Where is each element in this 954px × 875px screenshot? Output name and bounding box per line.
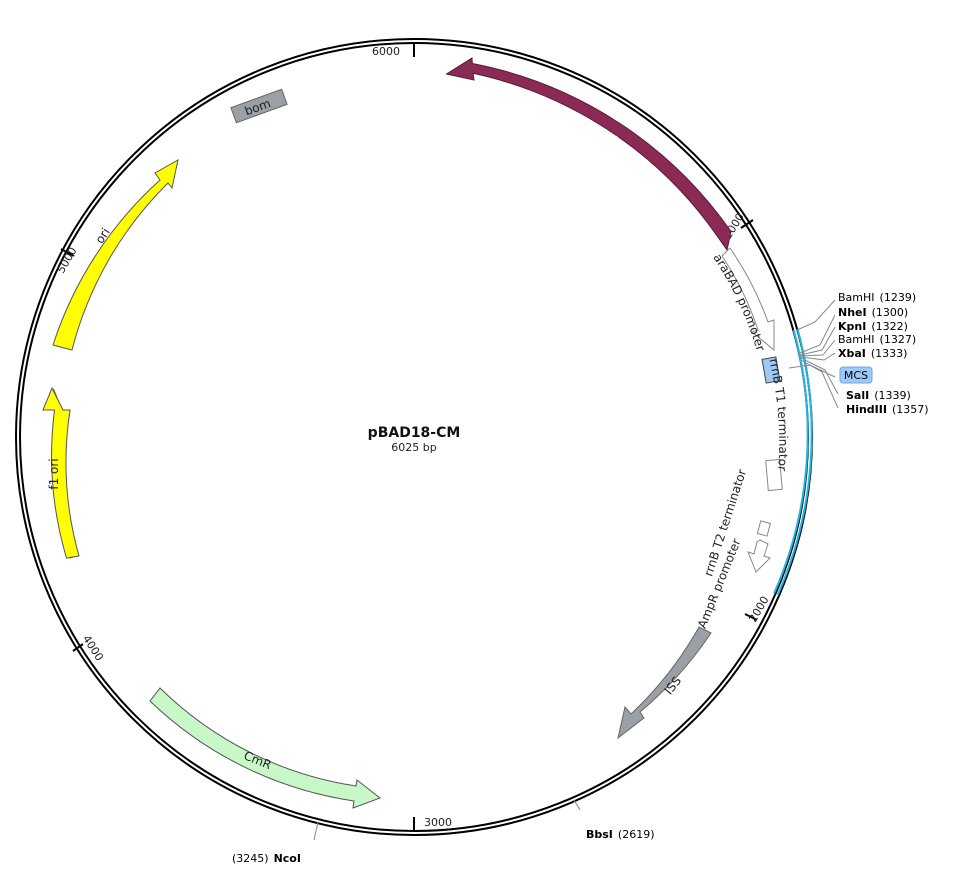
site-sali-1339[interactable]: SalI (1339)	[846, 389, 911, 402]
site-ncoi-3245[interactable]: (3245) NcoI	[232, 852, 301, 865]
svg-text:BbsI(2619): BbsI (2619)	[586, 828, 654, 841]
feature-arabad-promoter[interactable]: araBAD promoter	[710, 247, 775, 353]
site-leader-lines	[313, 299, 839, 841]
svg-text:rrnB T1 terminator: rrnB T1 terminator	[766, 357, 790, 472]
svg-text:HindIII(1357): HindIII (1357)	[846, 403, 929, 416]
mcs-box[interactable]	[761, 356, 781, 384]
feature-label-rrnb-t1-terminator: rrnB T1 terminator	[766, 357, 790, 472]
feature-ori[interactable]: ori	[52, 159, 179, 351]
feature-ampr-promoter[interactable]	[747, 539, 771, 573]
feature-f1-ori[interactable]: f1 ori	[42, 386, 80, 559]
site-hindiii-1357[interactable]: HindIII (1357)	[846, 403, 929, 416]
plasmid-size: 6025 bp	[391, 441, 436, 454]
svg-text:BamHI(1327): BamHI (1327)	[838, 333, 916, 346]
svg-text:NheI(1300): NheI (1300)	[838, 306, 908, 319]
mcs-label-text: MCS	[844, 369, 868, 382]
site-nhei-1300[interactable]: NheI (1300)	[838, 306, 908, 319]
feature-iss[interactable]: ISS	[617, 626, 712, 740]
rrnb-t2-ampr-labels: rrnB T2 terminator AmpR promoter	[695, 467, 749, 630]
feature-cmr[interactable]: CmR	[149, 687, 382, 809]
plasmid-title: pBAD18-CM 6025 bp	[368, 425, 461, 454]
mcs-label[interactable]: MCS	[839, 366, 873, 384]
plasmid-name: pBAD18-CM	[368, 425, 461, 441]
feature-label-f1-ori: f1 ori	[47, 458, 61, 489]
site-bamhi-1327[interactable]: BamHI (1327)	[838, 333, 916, 346]
svg-text:KpnI(1322): KpnI (1322)	[838, 320, 908, 333]
site-bamhi-1239[interactable]: BamHI (1239)	[838, 291, 916, 304]
svg-text:(3245)NcoI: (3245) NcoI	[232, 852, 301, 865]
svg-text:BamHI(1239): BamHI (1239)	[838, 291, 916, 304]
tick-label: 6000	[372, 45, 400, 58]
site-kpni-1322[interactable]: KpnI (1322)	[838, 320, 908, 333]
tick-marks	[60, 43, 758, 831]
feature-bom[interactable]: bom	[230, 88, 288, 124]
svg-text:SalI(1339): SalI (1339)	[846, 389, 911, 402]
tick-label: 3000	[424, 816, 452, 829]
site-bbsi-2619[interactable]: BbsI (2619)	[586, 828, 654, 841]
feature-rrnb-t2-terminator[interactable]	[756, 520, 771, 537]
svg-text:XbaI(1333): XbaI (1333)	[838, 347, 907, 360]
site-xbai-1333[interactable]: XbaI (1333)	[838, 347, 907, 360]
